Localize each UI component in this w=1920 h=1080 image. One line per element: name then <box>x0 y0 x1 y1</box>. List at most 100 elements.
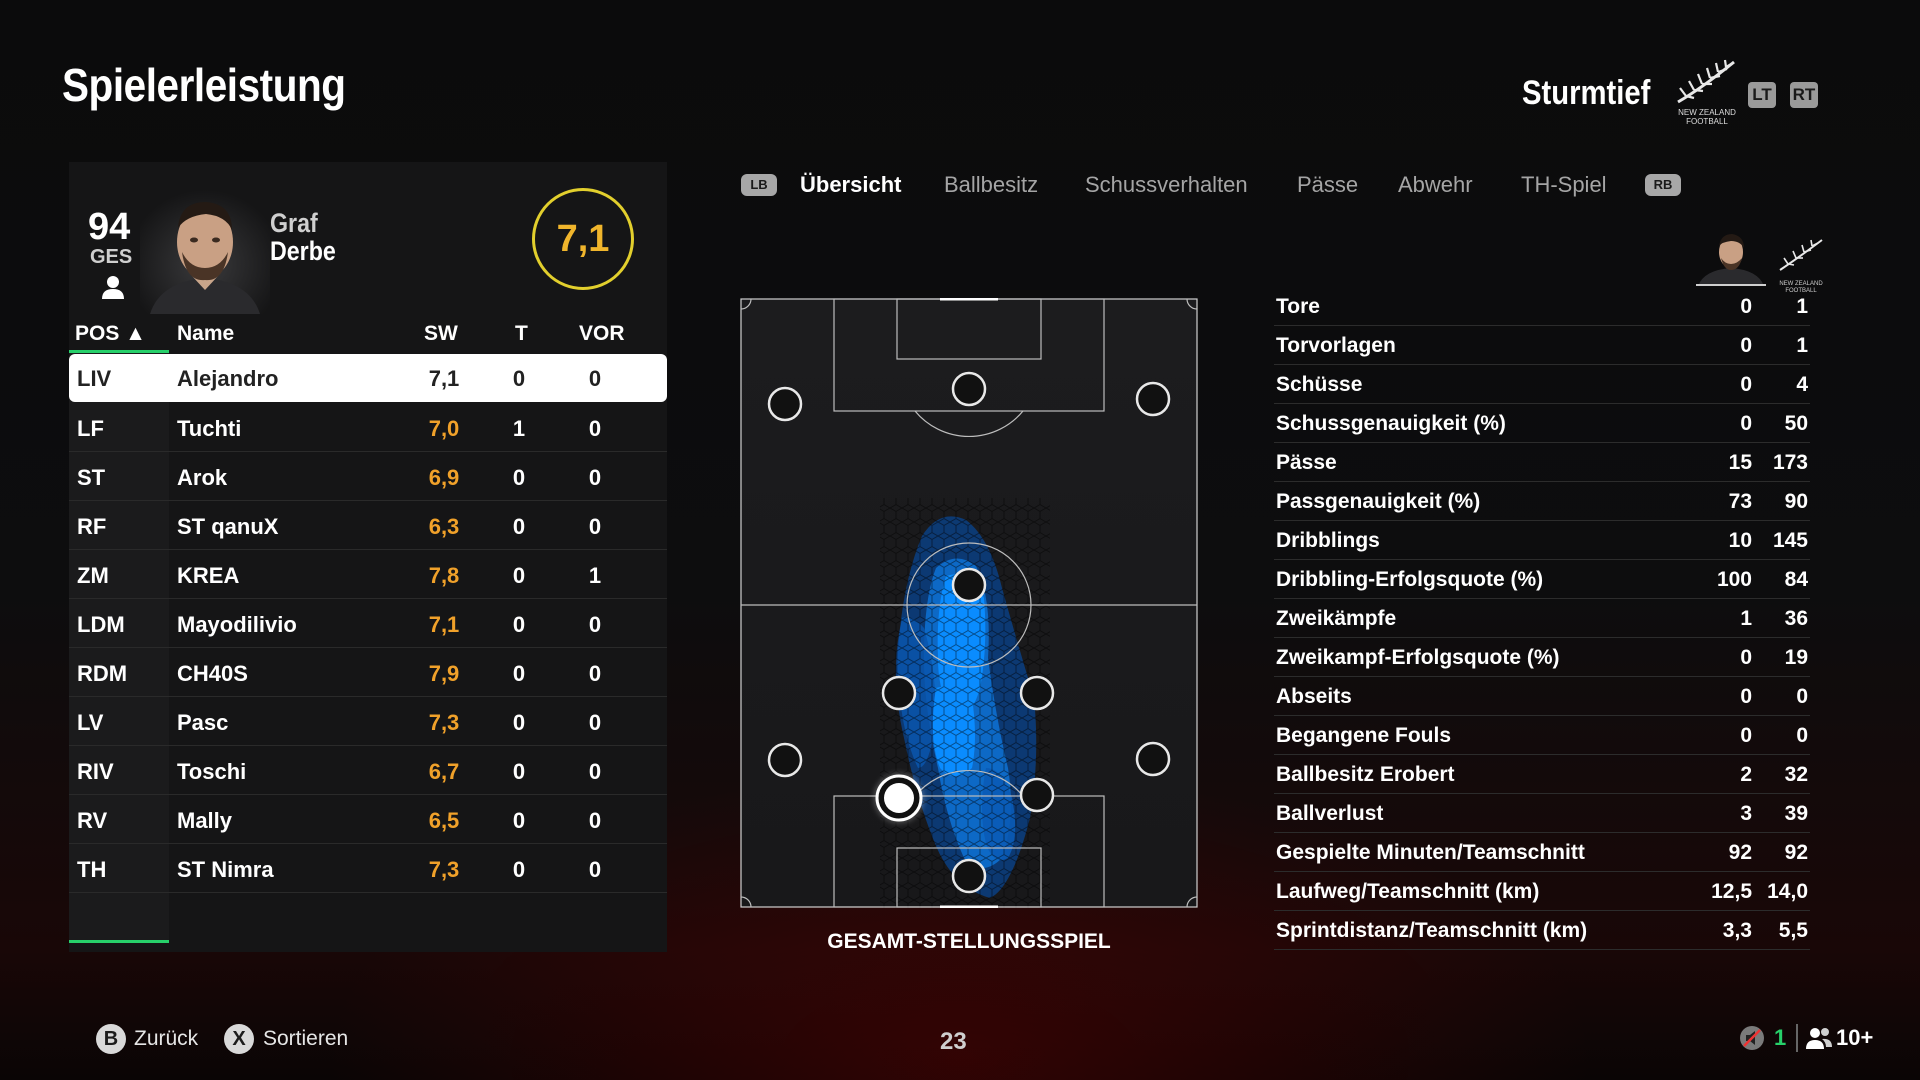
player-overall: 94 <box>88 206 131 248</box>
stat-team-value: 5,5 <box>1778 919 1808 942</box>
lb-button[interactable]: LB <box>741 174 777 196</box>
stat-label: Gespielte Minuten/Teamschnitt <box>1276 841 1585 864</box>
stat-player-value: 0 <box>1740 295 1752 318</box>
table-row[interactable]: ZM KREA 7,8 0 1 <box>69 551 667 599</box>
row-name: Alejandro <box>177 366 279 391</box>
player-first-name: Graf <box>270 208 318 238</box>
stat-player-value: 92 <box>1728 841 1752 864</box>
stat-team-value: 50 <box>1784 412 1808 435</box>
tab-possession[interactable]: Ballbesitz <box>944 172 1039 197</box>
match-rating-value: 7,1 <box>556 218 610 260</box>
row-assists: 0 <box>588 759 602 784</box>
table-row[interactable]: LF Tuchti 7,0 1 0 <box>69 404 667 452</box>
table-row[interactable]: LV Pasc 7,3 0 0 <box>69 698 667 746</box>
row-pos: ST <box>77 465 106 490</box>
stat-team-value: 0 <box>1796 685 1808 708</box>
row-rating: 7,9 <box>428 661 460 686</box>
row-rating: 6,9 <box>428 465 460 490</box>
row-goals: 0 <box>512 661 526 686</box>
stat-team-value: 36 <box>1784 607 1808 630</box>
lt-button[interactable]: LT <box>1748 82 1776 108</box>
stat-player-value: 0 <box>1740 373 1752 396</box>
marker-riv <box>1019 777 1055 813</box>
stat-row: Ballverlust 3 39 <box>1274 794 1810 833</box>
x-button-icon[interactable]: X <box>224 1024 254 1054</box>
table-row[interactable]: ST Arok 6,9 0 0 <box>69 453 667 501</box>
row-assists: 0 <box>588 366 602 391</box>
row-name: Mayodilivio <box>177 612 297 637</box>
row-assists: 0 <box>588 416 602 441</box>
back-label[interactable]: Zurück <box>134 1027 199 1050</box>
table-row[interactable]: RF ST qanuX 6,3 0 0 <box>69 502 667 550</box>
row-name: KREA <box>177 563 240 588</box>
marker-ldm <box>881 675 917 711</box>
marker-rf <box>1135 381 1171 417</box>
row-pos: RV <box>77 808 108 833</box>
row-name: ST qanuX <box>177 514 279 539</box>
row-pos: TH <box>77 857 107 882</box>
stat-label: Tore <box>1276 295 1320 318</box>
rb-button[interactable]: RB <box>1645 174 1681 196</box>
sort-label[interactable]: Sortieren <box>263 1027 349 1050</box>
tab-passes[interactable]: Pässe <box>1297 172 1359 197</box>
stat-player-value: 0 <box>1740 685 1752 708</box>
tab-overview[interactable]: Übersicht <box>800 172 902 197</box>
row-rating: 7,8 <box>428 563 460 588</box>
header-name[interactable]: Name <box>177 322 235 345</box>
tab-defense[interactable]: Abwehr <box>1398 172 1473 197</box>
stat-label: Ballbesitz Erobert <box>1276 763 1455 786</box>
table-row[interactable]: RIV Toschi 6,7 0 0 <box>69 747 667 795</box>
stat-label: Zweikämpfe <box>1276 607 1397 630</box>
stat-team-value: 39 <box>1784 802 1808 825</box>
person-icon <box>100 274 126 300</box>
stat-player-value: 3,3 <box>1722 919 1752 942</box>
stat-row: Zweikämpfe 1 36 <box>1274 599 1810 638</box>
table-row[interactable]: RDM CH40S 7,9 0 0 <box>69 649 667 697</box>
table-row[interactable]: TH ST Nimra 7,3 0 0 <box>69 845 667 893</box>
marker-rv <box>1135 741 1171 777</box>
row-name: ST Nimra <box>177 857 274 882</box>
stat-label: Begangene Fouls <box>1276 724 1452 747</box>
row-rating: 7,3 <box>428 857 460 882</box>
rt-button[interactable]: RT <box>1790 82 1818 108</box>
stat-row: Ballbesitz Erobert 2 32 <box>1274 755 1810 794</box>
row-assists: 0 <box>588 465 602 490</box>
team-logo-text: NEW ZEALAND FOOTBALL <box>1678 108 1736 126</box>
row-rating: 7,1 <box>428 612 460 637</box>
stat-player-value: 15 <box>1728 451 1752 474</box>
stat-team-value: 1 <box>1796 334 1808 357</box>
stat-row: Pässe 15 173 <box>1274 443 1810 482</box>
table-row[interactable]: LIV Alejandro 7,1 0 0 <box>69 354 667 402</box>
table-row[interactable]: RV Mally 6,5 0 0 <box>69 796 667 844</box>
row-pos: RIV <box>77 759 114 784</box>
stat-row: Schüsse 0 4 <box>1274 365 1810 404</box>
header-t[interactable]: T <box>515 322 528 345</box>
match-rating: 7,1 <box>532 188 634 290</box>
tab-goalkeeping[interactable]: TH-Spiel <box>1521 172 1607 197</box>
stat-team-value: 4 <box>1796 373 1808 396</box>
header-sw[interactable]: SW <box>424 322 458 345</box>
stat-label: Laufweg/Teamschnitt (km) <box>1276 880 1540 903</box>
party-icon[interactable] <box>1804 1024 1834 1052</box>
row-rating: 7,3 <box>428 710 460 735</box>
tab-shooting[interactable]: Schussverhalten <box>1085 172 1248 197</box>
table-row[interactable]: LDM Mayodilivio 7,1 0 0 <box>69 600 667 648</box>
row-assists: 0 <box>588 710 602 735</box>
player-overall-label: GES <box>90 246 133 268</box>
row-rating: 7,1 <box>428 366 460 391</box>
row-goals: 0 <box>512 465 526 490</box>
stat-label: Passgenauigkeit (%) <box>1276 490 1481 513</box>
stat-label: Torvorlagen <box>1276 334 1396 357</box>
header-vor[interactable]: VOR <box>579 322 625 345</box>
b-button-icon[interactable]: B <box>96 1024 126 1054</box>
row-goals: 0 <box>512 612 526 637</box>
row-name: CH40S <box>177 661 248 686</box>
header-pos[interactable]: POS ▲ <box>75 322 146 345</box>
heatmap-caption: GESAMT-STELLUNGSSPIEL <box>827 930 1111 953</box>
muted-mic-icon[interactable] <box>1738 1024 1766 1052</box>
stat-row: Dribbling-Erfolgsquote (%) 100 84 <box>1274 560 1810 599</box>
marker-th <box>951 858 987 894</box>
positioning-heatmap <box>740 297 1198 909</box>
row-pos: LF <box>77 416 104 441</box>
footer-divider <box>1796 1024 1798 1052</box>
